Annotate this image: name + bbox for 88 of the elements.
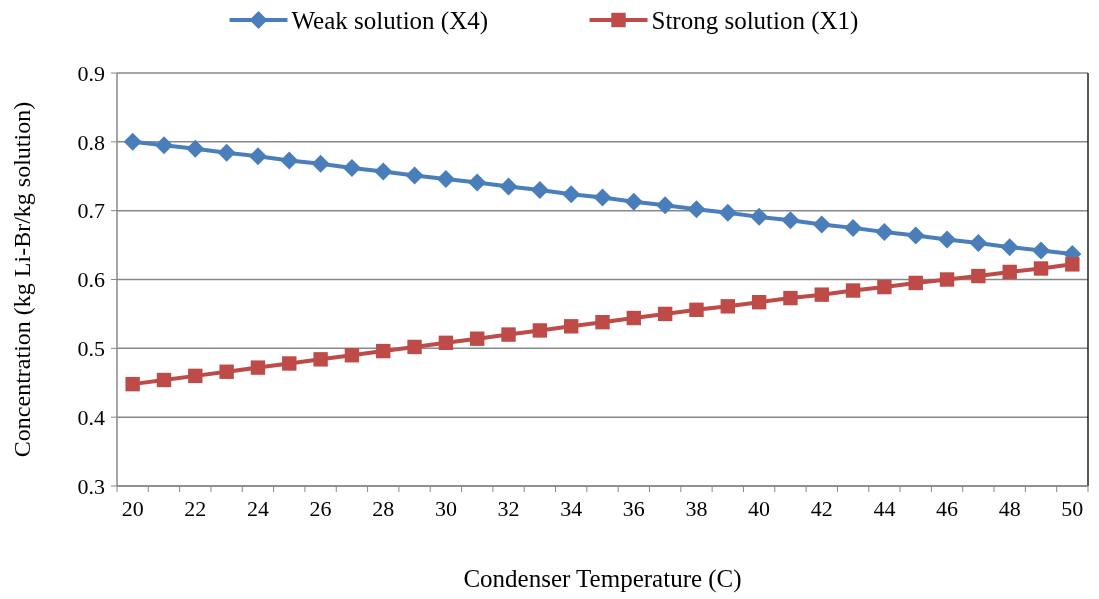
point bbox=[156, 372, 172, 388]
x-tick-label: 38 bbox=[685, 496, 708, 521]
point bbox=[468, 173, 487, 192]
point bbox=[532, 323, 548, 338]
point bbox=[814, 287, 829, 302]
point bbox=[689, 302, 704, 317]
x-tick-label: 28 bbox=[372, 496, 395, 521]
point bbox=[405, 166, 424, 185]
y-tick-label: 0.3 bbox=[77, 473, 105, 499]
point bbox=[436, 170, 455, 188]
x-tick-label: 30 bbox=[434, 496, 457, 521]
point bbox=[687, 200, 706, 219]
point bbox=[1002, 264, 1017, 280]
point bbox=[250, 360, 266, 375]
point bbox=[248, 147, 267, 166]
point bbox=[906, 226, 925, 245]
x-tick-label: 24 bbox=[246, 496, 269, 521]
y-tick-label: 0.8 bbox=[77, 129, 105, 155]
point bbox=[781, 211, 800, 230]
x-axis-title: Condenser Temperature (C) bbox=[463, 565, 742, 593]
point bbox=[1032, 241, 1051, 260]
point bbox=[845, 283, 861, 298]
point bbox=[217, 143, 236, 162]
point bbox=[1000, 238, 1019, 257]
point bbox=[656, 196, 675, 215]
point bbox=[282, 356, 297, 371]
point bbox=[939, 272, 955, 287]
x-tick-label: 26 bbox=[309, 496, 332, 521]
point bbox=[407, 339, 422, 355]
x-tick-label: 50 bbox=[1061, 496, 1084, 521]
point bbox=[1033, 261, 1049, 276]
point bbox=[188, 368, 203, 384]
x-tick-label: 22 bbox=[184, 496, 207, 521]
point bbox=[470, 331, 485, 346]
y-tick-label: 0.9 bbox=[77, 60, 105, 86]
point bbox=[311, 154, 330, 173]
point bbox=[125, 376, 140, 392]
x-tick-label: 42 bbox=[810, 496, 833, 521]
point bbox=[499, 177, 518, 196]
x-tick-label: 36 bbox=[622, 496, 645, 521]
y-tick-label: 0.5 bbox=[77, 336, 105, 362]
legend-label: Strong solution (X1) bbox=[651, 6, 859, 35]
point bbox=[280, 151, 299, 170]
point bbox=[877, 279, 892, 295]
point bbox=[530, 181, 549, 200]
point bbox=[562, 185, 581, 204]
point bbox=[971, 268, 986, 284]
x-tick-label: 44 bbox=[873, 496, 896, 521]
point bbox=[344, 348, 360, 363]
point bbox=[438, 335, 454, 351]
point bbox=[875, 223, 894, 242]
point bbox=[593, 188, 612, 207]
point bbox=[1065, 257, 1080, 272]
legend-label: Weak solution (X4) bbox=[291, 6, 489, 35]
point bbox=[844, 218, 863, 237]
x-tick-label: 20 bbox=[121, 496, 144, 521]
point bbox=[313, 352, 328, 367]
point bbox=[186, 139, 205, 158]
point bbox=[376, 343, 391, 359]
point bbox=[219, 364, 234, 379]
y-tick-label: 0.6 bbox=[77, 267, 105, 293]
point bbox=[751, 295, 767, 310]
point bbox=[783, 290, 798, 306]
point bbox=[969, 234, 988, 253]
point bbox=[908, 275, 923, 291]
x-tick-label: 34 bbox=[560, 496, 583, 521]
y-axis-title: Concentration (kg Li-Br/kg solution) bbox=[9, 101, 35, 458]
point bbox=[563, 319, 579, 334]
point bbox=[626, 310, 642, 326]
point bbox=[624, 192, 643, 211]
point bbox=[938, 230, 957, 249]
point bbox=[123, 132, 142, 151]
point bbox=[750, 207, 769, 226]
x-tick-label: 32 bbox=[497, 496, 520, 521]
x-tick-label: 46 bbox=[936, 496, 959, 521]
point bbox=[374, 162, 393, 181]
point bbox=[718, 203, 737, 222]
point bbox=[720, 299, 735, 314]
y-tick-label: 0.7 bbox=[77, 198, 105, 224]
point bbox=[154, 136, 173, 155]
point bbox=[657, 306, 673, 322]
point bbox=[342, 158, 361, 177]
point bbox=[812, 215, 831, 234]
point bbox=[501, 327, 516, 342]
x-tick-label: 48 bbox=[998, 496, 1021, 521]
point bbox=[595, 314, 610, 330]
x-tick-label: 40 bbox=[748, 496, 771, 521]
y-tick-label: 0.4 bbox=[77, 404, 105, 430]
